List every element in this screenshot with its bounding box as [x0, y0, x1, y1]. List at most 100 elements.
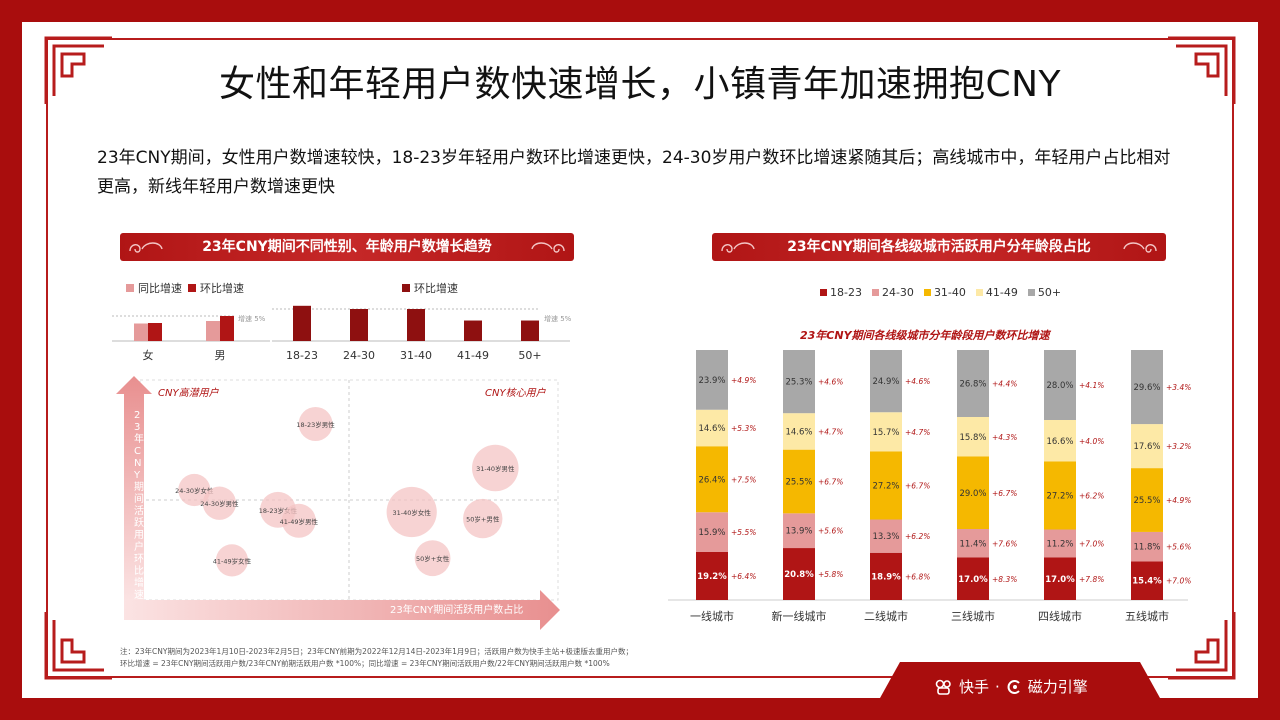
stacked-segment — [783, 413, 815, 450]
cloud-swirl-icon — [531, 242, 565, 253]
stacked-segment — [696, 552, 728, 600]
bubble-chart: 18-23岁男性 24-30岁女性 24-30岁男性 18-23岁女性 41-49岁男性… — [175, 407, 519, 577]
stacked-segment — [870, 552, 902, 600]
segment-value-label: 17.0% — [958, 575, 988, 585]
age-bar — [407, 309, 425, 341]
y-axis-arrow — [116, 376, 152, 600]
y-axis-char: 户 — [134, 540, 144, 553]
y-axis-char: N — [134, 458, 141, 469]
bubble — [414, 540, 451, 577]
segment-growth-label: +4.9% — [731, 376, 756, 385]
y-axis-char: 年 — [134, 432, 144, 445]
legend-swatch — [402, 284, 410, 292]
legend-label: 31-40 — [933, 286, 966, 299]
y-axis-char: 跃 — [134, 517, 144, 529]
cloud-swirl-icon — [1123, 242, 1157, 253]
corner-ornament-bottom-left — [44, 612, 112, 680]
y-axis-char: Y — [133, 470, 141, 481]
segment-growth-label: +4.7% — [818, 427, 843, 436]
legend-item-18-23: 18-23 — [820, 286, 862, 299]
age-bar — [464, 320, 482, 341]
segment-growth-label: +6.7% — [992, 489, 1017, 498]
stacked-segment — [957, 417, 989, 457]
legend-yoy: 同比增速 — [126, 280, 182, 296]
bubble — [281, 503, 316, 538]
segment-value-label: 16.6% — [1046, 437, 1073, 447]
stacked-segment — [870, 451, 902, 520]
segment-growth-label: +4.1% — [1079, 381, 1104, 390]
gender-category-label: 女 — [143, 348, 154, 362]
bubble — [472, 444, 519, 492]
segment-value-label: 25.3% — [785, 378, 812, 388]
segment-growth-label: +5.6% — [818, 527, 843, 536]
legend-swatch — [871, 289, 879, 296]
legend-swatch — [126, 284, 134, 292]
segment-value-label: 24.9% — [872, 377, 899, 387]
bubble-label: 41-49岁女性 — [213, 556, 252, 565]
city-category-label: 五线城市 — [1125, 609, 1169, 623]
segment-growth-label: +6.7% — [818, 477, 843, 486]
segment-value-label: 27.2% — [872, 482, 899, 492]
bubble-label: 41-49岁男性 — [280, 517, 319, 526]
stacked-segment — [957, 529, 989, 558]
y-axis-char: 期 — [134, 481, 144, 493]
bubble-label: 18-23岁女性 — [259, 506, 298, 515]
segment-value-label: 29.6% — [1133, 383, 1160, 393]
page-title: 女性和年轻用户数快速增长，小镇青年加速拥抱CNY — [218, 64, 1062, 105]
legend-label: 环比增速 — [200, 282, 244, 295]
segment-growth-label: +6.4% — [731, 572, 756, 581]
legend-swatch — [1027, 289, 1035, 296]
legend-item-31-40: 31-40 — [923, 286, 966, 299]
stacked-segment — [783, 449, 815, 514]
footnote-line-1: 注：23年CNY期间为2023年1月10日-2023年2月5日；23年CNY前期… — [120, 647, 633, 656]
segment-value-label: 17.0% — [1045, 575, 1075, 585]
segment-value-label: 13.9% — [785, 527, 812, 537]
age-bar — [293, 305, 311, 341]
stacked-segment — [1131, 531, 1163, 562]
segment-growth-label: +7.5% — [731, 475, 756, 484]
right-panel-banner: 23年CNY期间各线级城市活跃用户分年龄段占比 — [712, 233, 1166, 261]
segment-value-label: 19.2% — [697, 572, 727, 582]
segment-value-label: 15.4% — [1132, 577, 1162, 587]
stacked-segment — [870, 350, 902, 413]
segment-value-label: 14.6% — [698, 424, 725, 434]
segment-value-label: 17.6% — [1133, 442, 1160, 452]
segment-growth-label: +6.8% — [905, 572, 930, 581]
legend-swatch — [923, 289, 931, 296]
bubble — [215, 544, 249, 577]
footnote-line-2: 环比增速 = 23年CNY期间活跃用户数/23年CNY前期活跃用户数 *100%… — [120, 659, 610, 668]
legend-item-50+: 50+ — [1027, 286, 1061, 299]
stacked-segment — [957, 557, 989, 600]
segment-growth-label: +4.9% — [1166, 496, 1191, 505]
age-bar — [350, 309, 368, 341]
bubble — [298, 407, 333, 441]
segment-value-label: 26.4% — [698, 475, 725, 485]
gender-bar-chart: 女男 — [112, 315, 270, 362]
age-category-label: 50+ — [518, 349, 541, 362]
left-charts: 女男 增速 5% 18-23 24-30 31-40 41-49 50+ 增速 5% 2… — [112, 305, 572, 630]
corner-ornament-bottom-right — [1168, 612, 1236, 680]
age-bar-chart: 18-23 24-30 31-40 41-49 50+ — [272, 305, 570, 362]
y-axis-char: 活 — [134, 505, 144, 517]
segment-growth-label: +7.8% — [1079, 575, 1104, 584]
segment-value-label: 23.9% — [698, 376, 725, 386]
segment-growth-label: +5.5% — [731, 528, 756, 537]
y-axis-char: 用 — [134, 530, 144, 541]
legend-item-24-30: 24-30 — [871, 286, 914, 299]
legend-mom: 环比增速 — [188, 280, 244, 296]
stacked-segment — [957, 456, 989, 529]
segment-value-label: 25.5% — [785, 477, 812, 487]
bubble-label: 18-23岁男性 — [296, 420, 335, 429]
y-axis-char: 间 — [134, 492, 144, 505]
kuaishou-logo-icon — [935, 679, 951, 695]
segment-growth-label: +5.6% — [1166, 543, 1191, 552]
segment-growth-label: +7.0% — [1166, 577, 1191, 586]
right-banner-title: 23年CNY期间各线级城市活跃用户分年龄段占比 — [787, 239, 1091, 255]
bubble-label: 31-40岁男性 — [476, 464, 515, 473]
gender-bar — [134, 323, 148, 341]
legend-label: 24-30 — [881, 286, 914, 299]
stacked-segment — [870, 519, 902, 553]
gender-bar — [148, 323, 162, 341]
left-banner-title: 23年CNY期间不同性别、年龄用户数增长趋势 — [202, 239, 492, 255]
stacked-segment — [696, 512, 728, 552]
